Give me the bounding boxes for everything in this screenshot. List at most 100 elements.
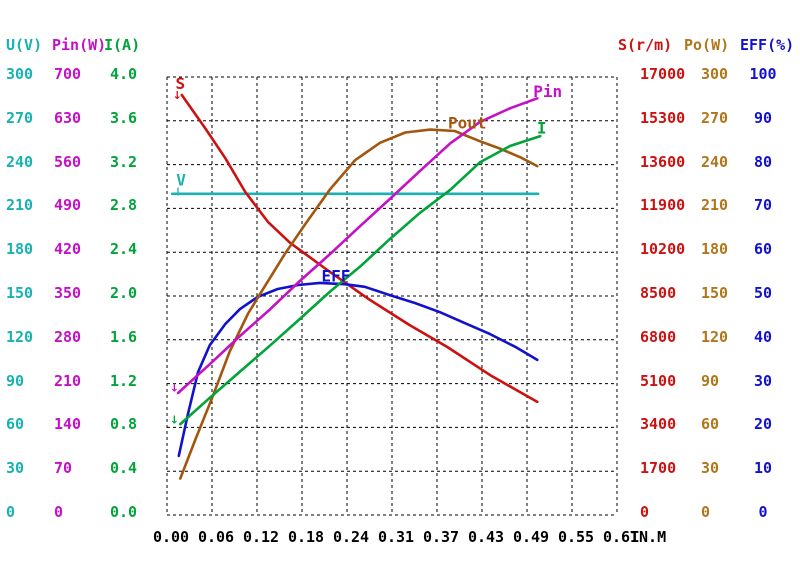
tick-label: 140 [54,415,82,434]
tick-label: 20 [753,415,773,434]
tick-label: 8500 [640,284,677,302]
tick-label: 6800 [640,327,677,346]
tick-label: 560 [54,152,82,171]
tick-label: 50 [753,284,773,302]
tick-label: 100 [749,65,777,83]
tick-label: 210 [54,371,82,390]
tick-label: 490 [54,196,82,215]
curve-arrow-icon: ↓ [170,414,179,427]
grid-lines [166,76,618,516]
tick-label: 150 [701,284,729,302]
tick-label: 90 [701,371,720,390]
tick-label: 1700 [640,459,677,478]
tick-label: 40 [753,327,773,346]
tick-label: 90 [6,371,25,390]
tick-label: 120 [6,327,34,346]
tick-label: 70 [54,459,73,478]
x-axis-unit-label: TN.M [630,528,667,546]
curve-arrow-icon: ↓ [173,186,182,199]
tick-label: 300 [6,65,34,83]
tick-label: 90 [753,108,773,127]
tick-label: 150 [6,284,34,302]
tick-label: 210 [701,196,729,215]
curve-label-pout: Pout [448,114,487,133]
tick-label: 240 [701,152,729,171]
tick-label: 700 [54,65,82,83]
tick-label: 0 [640,503,650,521]
tick-label: 0 [54,503,64,521]
curve-i [179,134,542,426]
tick-label: 2.8 [110,196,138,215]
curve-label-pin: Pin [533,82,562,101]
tick-label: 10200 [640,240,686,259]
tick-label: 3.2 [110,152,138,171]
tick-label: 0 [6,503,16,521]
tick-label: 5100 [640,371,677,390]
tick-label: 30 [753,371,773,390]
tick-label: 1.6 [110,327,138,346]
curve-label-v: V [176,171,186,190]
tick-label: 70 [753,196,773,215]
tick-label: 2.4 [110,240,138,259]
tick-label: 420 [54,240,82,259]
x-tick-label: 0.18 [287,528,325,546]
x-tick-label: 0.61 [602,528,640,546]
tick-label: 2.0 [110,284,138,302]
axis-header-pin: Pin(W) [52,36,107,54]
tick-label: 13600 [640,152,686,171]
curve-arrow-icon: ↓ [170,381,179,394]
axis-header-po: Po(W) [684,36,730,54]
tick-label: 1.2 [110,371,138,390]
tick-label: 0.8 [110,415,138,434]
tick-label: 60 [701,415,720,434]
curve-label-s: S [175,74,185,93]
axis-header-i: I(A) [104,36,141,54]
tick-label: 80 [753,152,773,171]
tick-label: 30 [701,459,720,478]
tick-label: 0 [758,503,768,521]
tick-label: 300 [701,65,729,83]
tick-label: 60 [753,240,773,259]
x-tick-label: 0.43 [467,528,505,546]
curve-pout [179,128,539,480]
tick-label: 3.6 [110,108,138,127]
tick-label: 180 [6,240,34,259]
tick-label: 120 [701,327,729,346]
curve-label-i: I [537,118,547,137]
tick-label: 11900 [640,196,686,215]
tick-label: 280 [54,327,82,346]
tick-label: 0 [701,503,711,521]
axis-header-s: S(r/m) [618,36,673,54]
tick-label: 180 [701,240,729,259]
curve-eff [177,281,539,458]
tick-label: 270 [701,108,729,127]
x-tick-label: 0.06 [197,528,235,546]
tick-label: 3400 [640,415,677,434]
tick-label: 630 [54,108,82,127]
tick-label: 0.0 [110,503,138,521]
tick-label: 350 [54,284,82,302]
axis-header-eff: EFF(%) [740,36,795,54]
x-tick-label: 0.12 [242,528,280,546]
tick-label: 4.0 [110,65,138,83]
tick-label: 270 [6,108,34,127]
curves-layer [170,93,542,480]
curve-arrow-icon: ↓ [173,89,182,102]
tick-label: 210 [6,196,34,215]
x-tick-label: 0.31 [377,528,415,546]
tick-label: 15300 [640,108,686,127]
curve-label-eff: EFF [321,266,350,285]
x-tick-label: 0.24 [332,528,370,546]
tick-label: 0.4 [110,459,138,478]
tick-label: 17000 [640,65,686,83]
tick-label: 240 [6,152,34,171]
x-tick-label: 0.55 [557,528,595,546]
x-tick-label: 0.00 [152,528,190,546]
x-tick-label: 0.37 [422,528,460,546]
tick-label: 30 [6,459,25,478]
curve-pin [176,97,539,395]
tick-label: 10 [753,459,773,478]
